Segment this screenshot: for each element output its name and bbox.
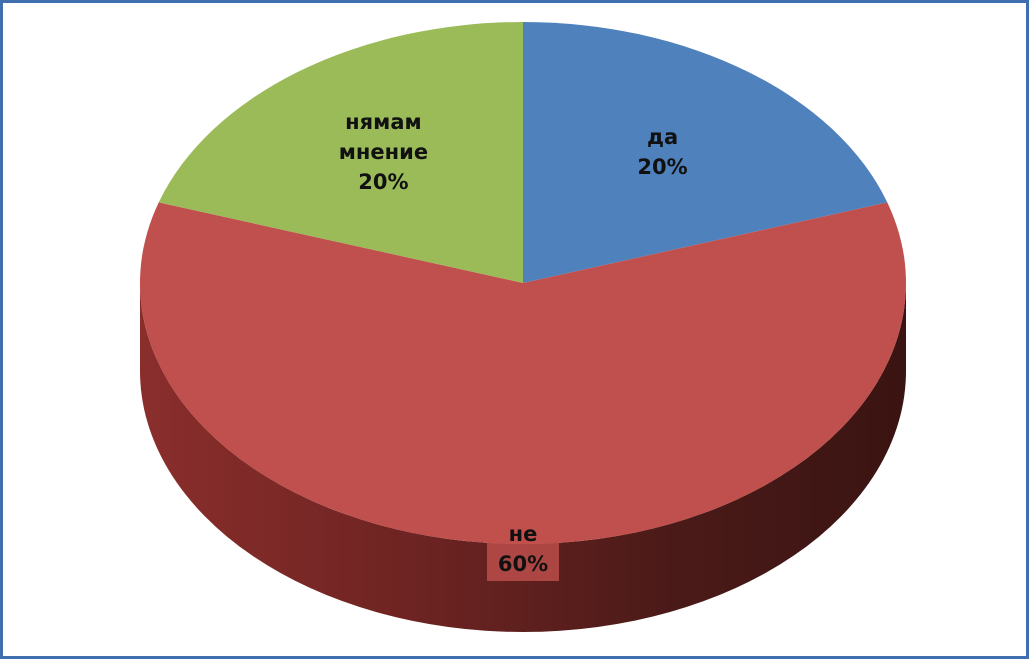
data-label-category: нямам мнение: [338, 110, 429, 165]
pie-slice: [139, 202, 906, 545]
data-label-value: 20%: [637, 155, 688, 180]
data-label: да 20%: [626, 120, 699, 185]
pie-side: [140, 283, 906, 632]
data-label: не 60%: [487, 517, 559, 582]
data-label-category: да: [646, 125, 679, 150]
data-label-value: 20%: [358, 170, 409, 195]
data-label: нямам мнение 20%: [322, 105, 445, 200]
pie-slice: [523, 22, 888, 283]
data-label-value: 60%: [497, 552, 549, 577]
data-label-category: не: [508, 522, 538, 547]
